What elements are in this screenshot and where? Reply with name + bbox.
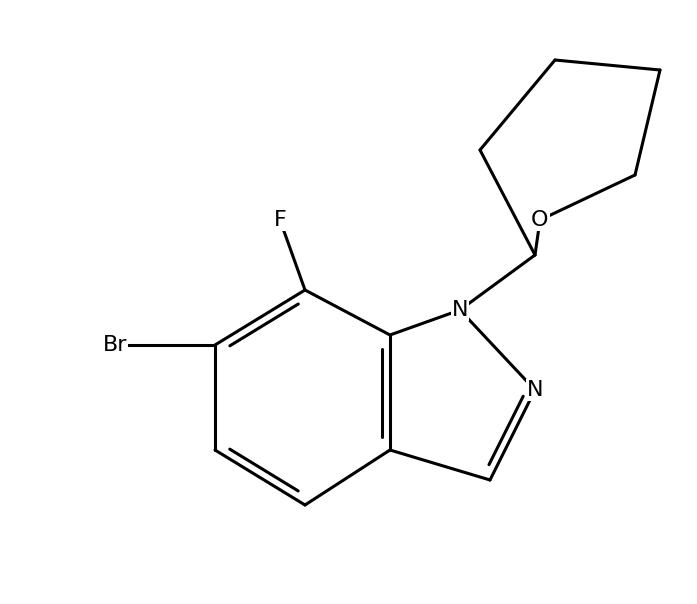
Text: N: N	[527, 380, 543, 400]
Text: O: O	[531, 210, 549, 230]
Text: Br: Br	[102, 335, 128, 355]
Text: N: N	[452, 300, 468, 320]
Text: F: F	[274, 210, 286, 230]
